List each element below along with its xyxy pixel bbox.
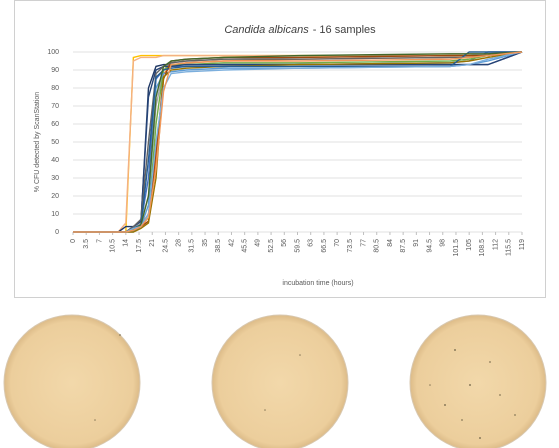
y-tick-label: 90 bbox=[51, 67, 59, 74]
y-tick-label: 50 bbox=[51, 139, 59, 146]
petri-dish bbox=[211, 314, 349, 448]
y-axis-label: % CFU detected by ScanStation bbox=[34, 92, 41, 192]
colony bbox=[469, 384, 471, 386]
colonies bbox=[94, 334, 516, 439]
colony bbox=[499, 394, 501, 396]
colony bbox=[489, 361, 491, 363]
x-tick-label: 17.5 bbox=[136, 239, 143, 253]
plates bbox=[3, 314, 547, 448]
colony bbox=[444, 404, 446, 406]
y-tick-label: 0 bbox=[55, 229, 59, 236]
x-tick-label: 49 bbox=[255, 239, 262, 247]
colony bbox=[264, 409, 266, 411]
y-tick-label: 40 bbox=[51, 157, 59, 164]
x-tick-label: 35 bbox=[202, 239, 209, 247]
petri-dish bbox=[409, 314, 547, 448]
x-tick-label: 91 bbox=[413, 239, 420, 247]
chart-frame bbox=[14, 0, 546, 298]
x-tick-label: 63 bbox=[308, 239, 315, 247]
y-tick-label: 20 bbox=[51, 193, 59, 200]
x-tick-label: 0 bbox=[70, 239, 77, 243]
x-tick-label: 112 bbox=[492, 239, 499, 250]
x-tick-label: 84 bbox=[387, 239, 394, 247]
title-text: - 16 samples bbox=[313, 24, 376, 36]
x-tick-label: 98 bbox=[440, 239, 447, 247]
colony bbox=[454, 349, 456, 351]
series-line bbox=[73, 51, 523, 233]
x-tick-label: 10.5 bbox=[109, 239, 116, 253]
colony bbox=[514, 414, 516, 416]
colony bbox=[479, 437, 481, 439]
x-tick-label: 94.5 bbox=[426, 239, 433, 253]
y-tick-label: 80 bbox=[51, 85, 59, 92]
series-line bbox=[73, 51, 523, 233]
x-tick-label: 52.5 bbox=[268, 239, 275, 253]
x-tick-label: 3.5 bbox=[83, 239, 90, 249]
colony bbox=[119, 334, 121, 336]
y-tick-label: 100 bbox=[47, 49, 59, 56]
x-tick-label: 59.5 bbox=[294, 239, 301, 253]
x-tick-label: 66.5 bbox=[321, 239, 328, 253]
x-tick-label: 73.5 bbox=[347, 239, 354, 253]
series-line bbox=[73, 51, 523, 233]
series-line bbox=[73, 51, 523, 233]
x-tick-label: 70 bbox=[334, 239, 341, 247]
y-tick-label: 30 bbox=[51, 175, 59, 182]
x-tick-label: 38.5 bbox=[215, 239, 222, 253]
x-tick-label: 119 bbox=[519, 239, 526, 250]
x-tick-label: 28 bbox=[175, 239, 182, 247]
x-tick-label: 7 bbox=[96, 239, 103, 243]
x-axis-label: incubation time (hours) bbox=[282, 280, 353, 287]
y-tick-label: 10 bbox=[51, 211, 59, 218]
x-tick-label: 45.5 bbox=[242, 239, 249, 253]
x-tick-label: 56 bbox=[281, 239, 288, 247]
x-tick-label: 101.5 bbox=[453, 239, 460, 257]
x-tick-label: 87.5 bbox=[400, 239, 407, 253]
x-tick-label: 42 bbox=[228, 239, 235, 247]
x-tick-label: 80.5 bbox=[374, 239, 381, 253]
colony bbox=[429, 384, 431, 386]
x-tick-label: 21 bbox=[149, 239, 156, 247]
x-tick-label: 105 bbox=[466, 239, 473, 251]
title-species: Candida albicans bbox=[224, 24, 309, 36]
colony bbox=[94, 419, 96, 421]
x-tick-label: 108.5 bbox=[479, 239, 486, 257]
x-tick-label: 24.5 bbox=[162, 239, 169, 253]
x-tick-label: 31.5 bbox=[189, 239, 196, 253]
x-tick-label: 77 bbox=[360, 239, 367, 247]
petri-dish bbox=[3, 314, 141, 448]
chart-title: Candida albicans - 16 samples bbox=[224, 24, 376, 36]
colony bbox=[461, 419, 463, 421]
y-tick-label: 70 bbox=[51, 103, 59, 110]
x-tick-label: 14 bbox=[123, 239, 130, 247]
x-tick-label: 115.5 bbox=[506, 239, 513, 256]
colony bbox=[299, 354, 301, 356]
y-tick-label: 60 bbox=[51, 121, 59, 128]
